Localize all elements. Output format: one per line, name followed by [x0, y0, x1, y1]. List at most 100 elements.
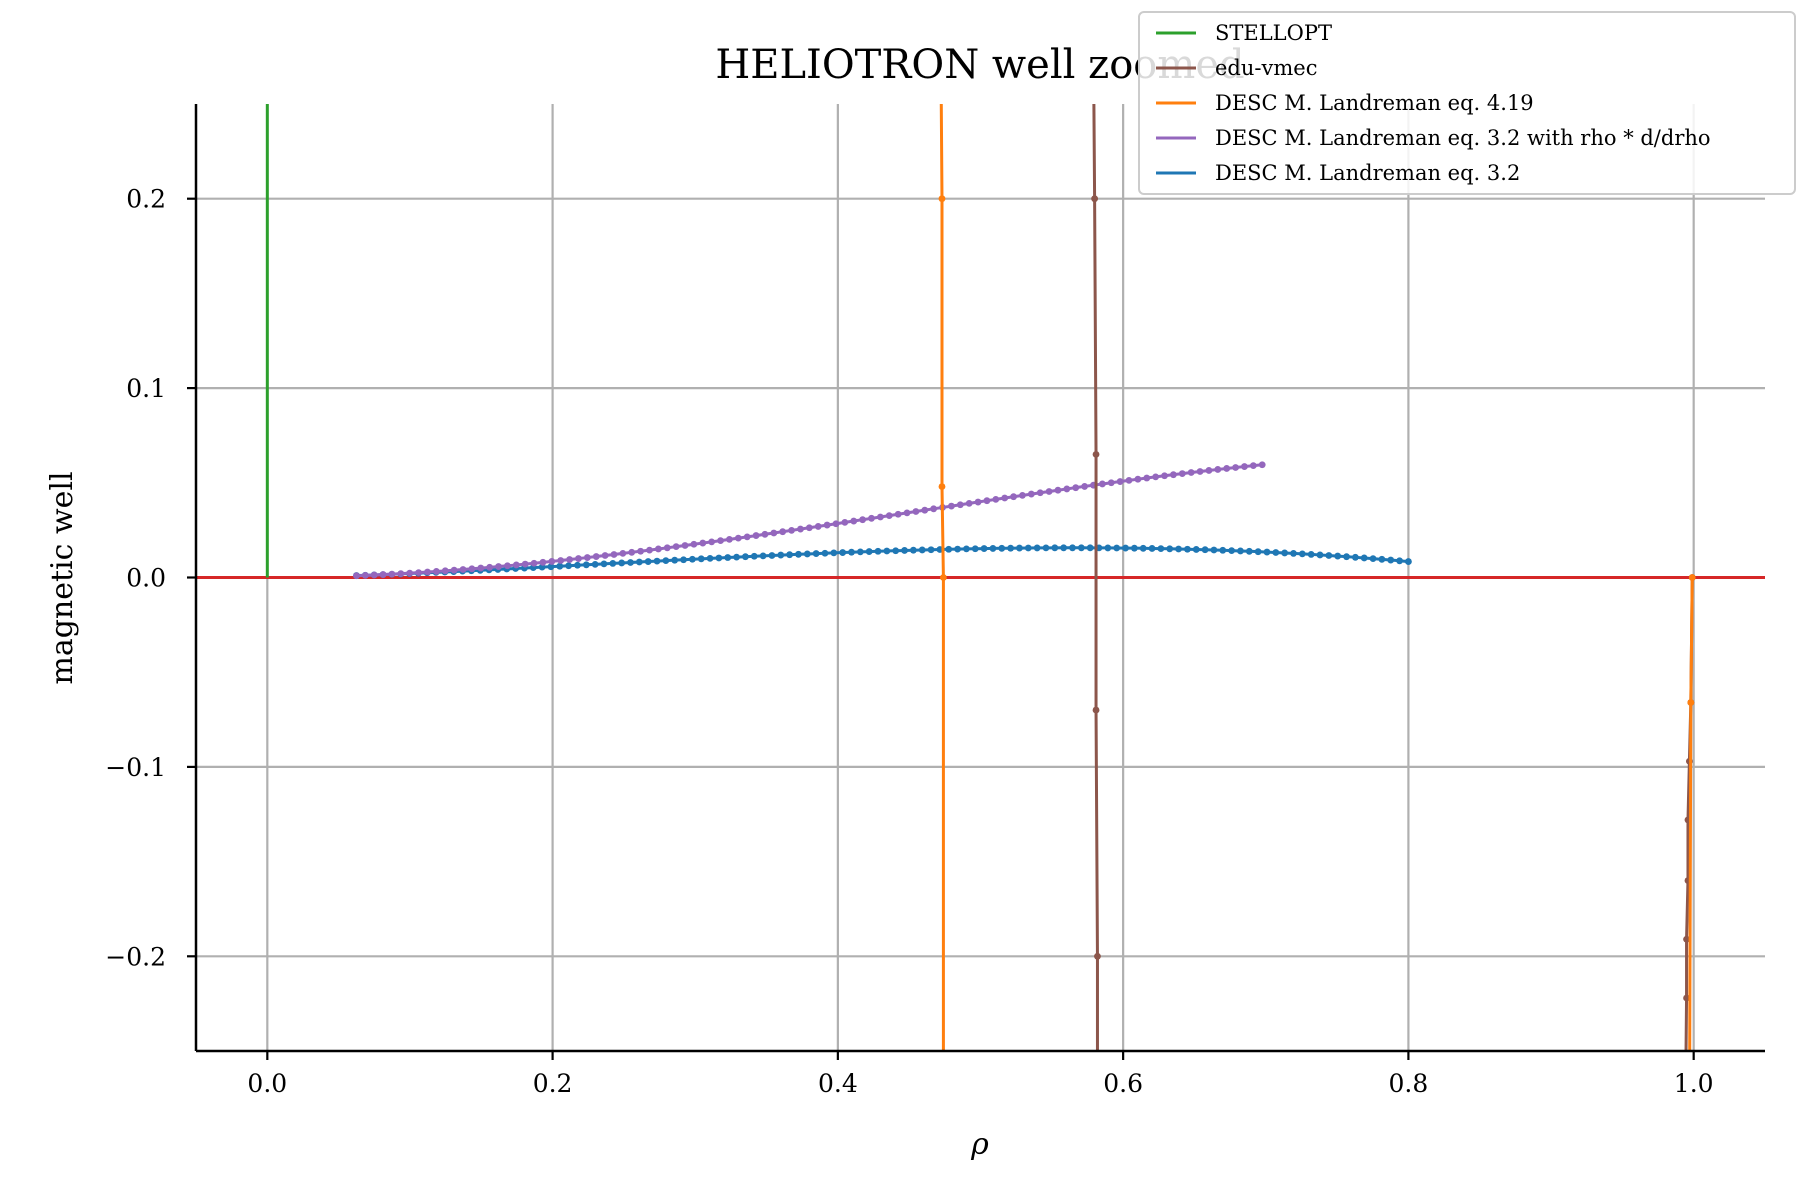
series-3-point — [1125, 476, 1133, 484]
legend-label-0: STELLOPT — [1215, 21, 1332, 45]
series-4-point — [1378, 555, 1386, 563]
series-3-point — [1161, 472, 1168, 480]
series-4-point — [1130, 544, 1138, 552]
series-4-point — [750, 552, 758, 560]
series-3-point — [983, 497, 991, 505]
series-4-point — [1166, 545, 1174, 553]
series-3-point — [459, 566, 467, 573]
series-2-b-line — [1688, 577, 1694, 1051]
series-3-point — [672, 543, 680, 551]
series-3-point — [1098, 480, 1106, 488]
y-tick-label: 0.0 — [126, 564, 166, 593]
series-4-point — [901, 547, 908, 554]
series-3-point — [832, 520, 840, 528]
y-tick-label: 0.1 — [126, 374, 166, 403]
series-4-point — [892, 547, 900, 555]
series-4-point — [609, 560, 617, 567]
series-4-point — [662, 557, 670, 565]
series-3-point — [468, 565, 476, 573]
series-2-b-point — [1687, 699, 1695, 706]
series-3-point — [894, 510, 902, 518]
series-4-point — [1016, 544, 1023, 552]
x-tick-label: 1.0 — [1674, 1069, 1714, 1098]
series-4-point — [1148, 545, 1156, 552]
series-1-point — [1094, 952, 1101, 960]
series-3-point — [788, 526, 795, 534]
series-4-point — [971, 545, 979, 553]
x-axis-label: ρ — [970, 1127, 989, 1162]
series-4-point — [1245, 547, 1253, 555]
series-4-point — [1228, 547, 1236, 555]
series-4-point — [1139, 544, 1147, 552]
series-3-point — [1116, 478, 1124, 485]
series-4-point — [1077, 544, 1085, 552]
series-4-point — [556, 562, 564, 570]
series-3-point — [521, 560, 529, 568]
x-tick-label: 0.4 — [818, 1069, 858, 1098]
series-3-point — [637, 547, 645, 555]
series-1-point — [1092, 450, 1100, 458]
series-3-point — [1143, 474, 1151, 482]
series-4-point — [671, 556, 679, 564]
series-3-point — [770, 529, 778, 537]
series-3-point — [486, 563, 494, 571]
series-3-point — [903, 509, 911, 517]
series-4-point — [1033, 544, 1041, 552]
series-4-point — [1069, 544, 1076, 552]
series-3-point — [726, 535, 733, 543]
series-4-point — [777, 551, 785, 559]
series-3-point — [1134, 475, 1142, 483]
series-2-point — [937, 6, 944, 13]
series-4-point — [1263, 548, 1271, 556]
series-3-point — [974, 498, 982, 506]
series-4-point — [980, 545, 988, 552]
series-4-point — [1298, 550, 1306, 558]
series-1-point — [1094, 1142, 1101, 1149]
series-4-point — [803, 550, 811, 558]
series-3-point — [495, 563, 502, 570]
y-axis-label: magnetic well — [45, 471, 80, 684]
series-1-point — [1090, 6, 1097, 13]
series-4-point — [759, 552, 767, 560]
series-2-point — [938, 195, 946, 203]
series-4-point — [1086, 544, 1094, 552]
series-3-point — [628, 548, 636, 556]
series-4-point — [963, 545, 970, 553]
series-4-point — [1060, 544, 1068, 552]
series-4-point — [1307, 551, 1315, 558]
series-4-point — [565, 562, 573, 570]
series-3-point — [1178, 470, 1186, 477]
series-4-point — [795, 550, 802, 558]
series-3-point — [441, 567, 449, 575]
series-2-b-point — [1686, 1142, 1693, 1149]
series-2-point — [940, 1142, 947, 1149]
series-3-point — [1107, 479, 1115, 487]
legend-label-2: DESC M. Landreman eq. 4.19 — [1215, 91, 1534, 115]
series-4-point — [1007, 544, 1015, 552]
series-3-point — [965, 499, 973, 507]
series-3-point — [504, 562, 511, 570]
series-4-point — [1210, 546, 1218, 554]
legend-label-1: edu-vmec — [1215, 56, 1317, 80]
series-3-point — [1196, 468, 1204, 475]
series-4-point — [1219, 546, 1227, 554]
series-3-point — [752, 532, 760, 539]
series-4-point — [724, 554, 732, 561]
plot-area — [196, 6, 1765, 1149]
series-4-point — [909, 546, 917, 554]
series-3-point — [992, 495, 1000, 503]
series-3-point — [619, 550, 627, 557]
series-4-point — [1334, 552, 1342, 560]
series-3-point — [663, 544, 671, 552]
series-4-point — [618, 559, 626, 567]
series-2-point — [940, 574, 947, 581]
series-4-point — [865, 548, 873, 555]
series-4-point — [715, 554, 723, 562]
series-4-point — [1360, 554, 1368, 562]
series-4-point — [706, 554, 714, 562]
series-1-b-point — [1682, 1142, 1689, 1149]
series-3-point — [1027, 490, 1035, 498]
series-2-point — [938, 483, 946, 490]
series-4-point — [812, 550, 820, 557]
